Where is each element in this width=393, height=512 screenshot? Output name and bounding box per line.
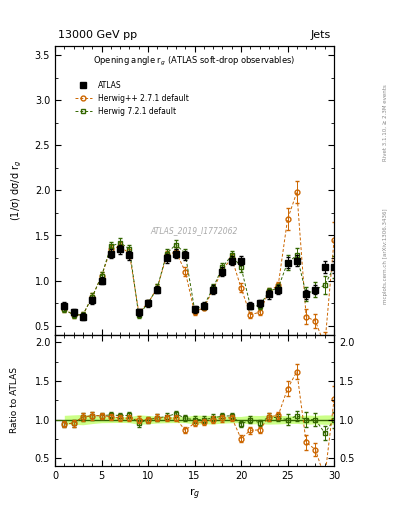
X-axis label: r$_g$: r$_g$ bbox=[189, 486, 200, 502]
Y-axis label: (1/σ) dσ/d r$_g$: (1/σ) dσ/d r$_g$ bbox=[10, 160, 24, 221]
Legend: ATLAS, Herwig++ 2.7.1 default, Herwig 7.2.1 default: ATLAS, Herwig++ 2.7.1 default, Herwig 7.… bbox=[73, 79, 191, 118]
Y-axis label: Ratio to ATLAS: Ratio to ATLAS bbox=[10, 367, 19, 433]
Text: ATLAS_2019_I1772062: ATLAS_2019_I1772062 bbox=[151, 226, 238, 236]
Text: Rivet 3.1.10, ≥ 2.3M events: Rivet 3.1.10, ≥ 2.3M events bbox=[383, 84, 388, 161]
Text: Opening angle r$_g$ (ATLAS soft-drop observables): Opening angle r$_g$ (ATLAS soft-drop obs… bbox=[94, 55, 296, 68]
Text: 13000 GeV pp: 13000 GeV pp bbox=[58, 30, 137, 40]
Text: mcplots.cern.ch [arXiv:1306.3436]: mcplots.cern.ch [arXiv:1306.3436] bbox=[383, 208, 388, 304]
Text: Jets: Jets bbox=[311, 30, 331, 40]
